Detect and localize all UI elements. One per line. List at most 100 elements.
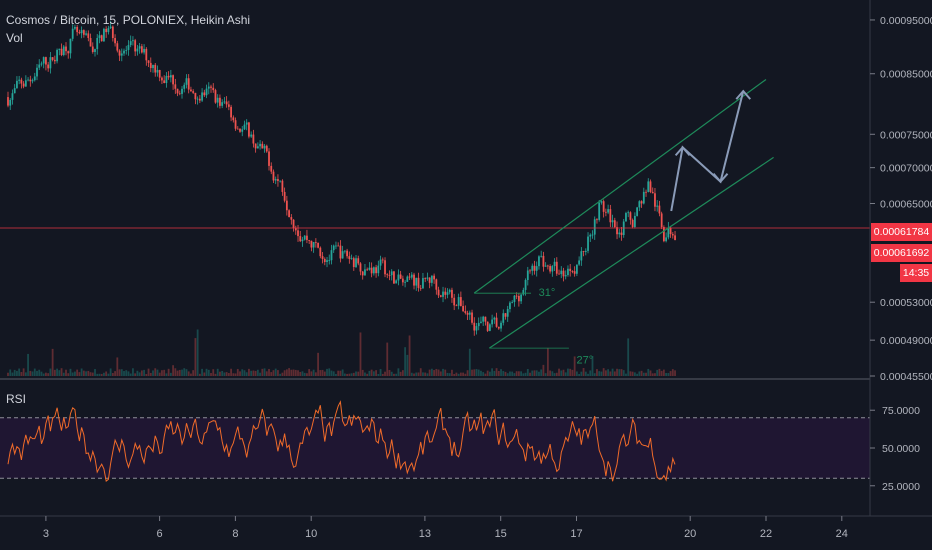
price-axis[interactable]: 0.00095000 0.00085000 0.00075000 0.00070000… (870, 15, 932, 383)
candle-body (636, 207, 639, 216)
candle-body (596, 219, 598, 221)
candle-body (230, 106, 232, 118)
volume-bar (71, 372, 74, 376)
candle-body (388, 275, 391, 276)
volume-bar (256, 369, 259, 376)
volume-bar (91, 372, 94, 376)
symbol-title[interactable]: Cosmos / Bitcoin, 15, POLONIEX, Heikin A… (6, 13, 251, 27)
candle-body (419, 287, 422, 289)
candle-body (337, 245, 340, 247)
candle-body (205, 88, 208, 96)
candle-body (292, 219, 295, 229)
volume-bar (428, 369, 431, 376)
volume-bar (357, 371, 360, 376)
volume-bar (116, 357, 119, 376)
candle-body (375, 267, 377, 274)
volume-bar (346, 373, 348, 376)
candle-body (290, 217, 293, 220)
volume-bar (172, 365, 174, 376)
candle-body (555, 261, 558, 274)
candle-body (665, 237, 668, 242)
volume-bar (38, 369, 41, 376)
volume-bar (277, 370, 279, 376)
volume-bar (47, 373, 50, 376)
candle-body (216, 97, 219, 103)
candle-body (633, 215, 636, 227)
volume-bar (600, 371, 603, 376)
volume-bar (225, 372, 228, 376)
time-tick-label-7: 20 (684, 528, 696, 540)
candle-body (567, 268, 569, 276)
candle-body (435, 279, 438, 290)
candle-body (629, 212, 632, 220)
volume-bar (303, 372, 306, 376)
volume-label[interactable]: Vol (6, 31, 23, 45)
candle-body (357, 258, 360, 264)
candle-body (573, 271, 576, 274)
volume-bar (567, 368, 569, 376)
channel-line-lower (488, 156, 774, 349)
candle-body (359, 263, 362, 272)
rsi-pane (0, 400, 870, 483)
candle-body (649, 181, 652, 192)
candle-body (575, 264, 578, 274)
candle-body (256, 146, 259, 149)
candle-body (69, 38, 72, 54)
candle-body (522, 289, 525, 295)
volume-bar (484, 373, 487, 376)
volume-bar (674, 370, 676, 376)
volume-bar (20, 372, 23, 376)
volume-bar (33, 368, 36, 376)
angle-annotation-1: 27° (577, 354, 594, 366)
time-axis[interactable]: 3 6 8 10 13 15 17 20 22 24 (43, 516, 848, 540)
volume-bar (250, 370, 253, 376)
candle-body (303, 235, 306, 240)
volume-bar (263, 368, 266, 376)
candle-body (509, 302, 511, 310)
volume-bar (361, 369, 364, 376)
volume-bar (219, 371, 221, 376)
candle-body (671, 234, 674, 236)
candle-body (214, 90, 217, 103)
candle-body (408, 276, 411, 278)
volume-bar (384, 371, 386, 376)
candle-body (272, 171, 275, 181)
volume-bar (310, 371, 313, 376)
volume-bar (65, 369, 67, 376)
volume-bar (538, 371, 540, 376)
candle-body (82, 30, 85, 35)
candle-body (459, 297, 462, 306)
candle-body (27, 79, 29, 81)
volume-bar (140, 370, 143, 376)
candle-body (45, 57, 47, 65)
volume-bar (364, 372, 366, 376)
volume-bar (348, 373, 351, 376)
volume-bar (16, 370, 18, 376)
volume-bar (285, 369, 288, 376)
rsi-label[interactable]: RSI (6, 392, 27, 406)
volume-bar (462, 372, 465, 376)
candle-body (504, 313, 507, 317)
candle-body (611, 220, 614, 223)
candle-body (343, 250, 346, 252)
candle-body (16, 80, 18, 89)
candle-body (51, 57, 54, 60)
candle-body (381, 259, 384, 261)
time-tick-label-5: 15 (495, 528, 507, 540)
candle-body (529, 270, 531, 272)
volume-bar (42, 373, 45, 376)
volume-bar (292, 369, 295, 376)
pane-separator[interactable] (0, 378, 870, 380)
volume-bar (589, 370, 592, 376)
candle-body (232, 117, 235, 121)
candle-body (74, 27, 76, 29)
candle-body (640, 201, 643, 204)
drawing-tools[interactable]: 31° 27° (473, 78, 774, 366)
candle-body (203, 92, 206, 96)
candle-body (11, 93, 14, 100)
rsi-axis[interactable]: 75.0000 50.0000 25.0000 (870, 405, 920, 493)
candle-body (410, 274, 413, 278)
candle-body (339, 245, 342, 259)
candle-body (111, 26, 114, 39)
